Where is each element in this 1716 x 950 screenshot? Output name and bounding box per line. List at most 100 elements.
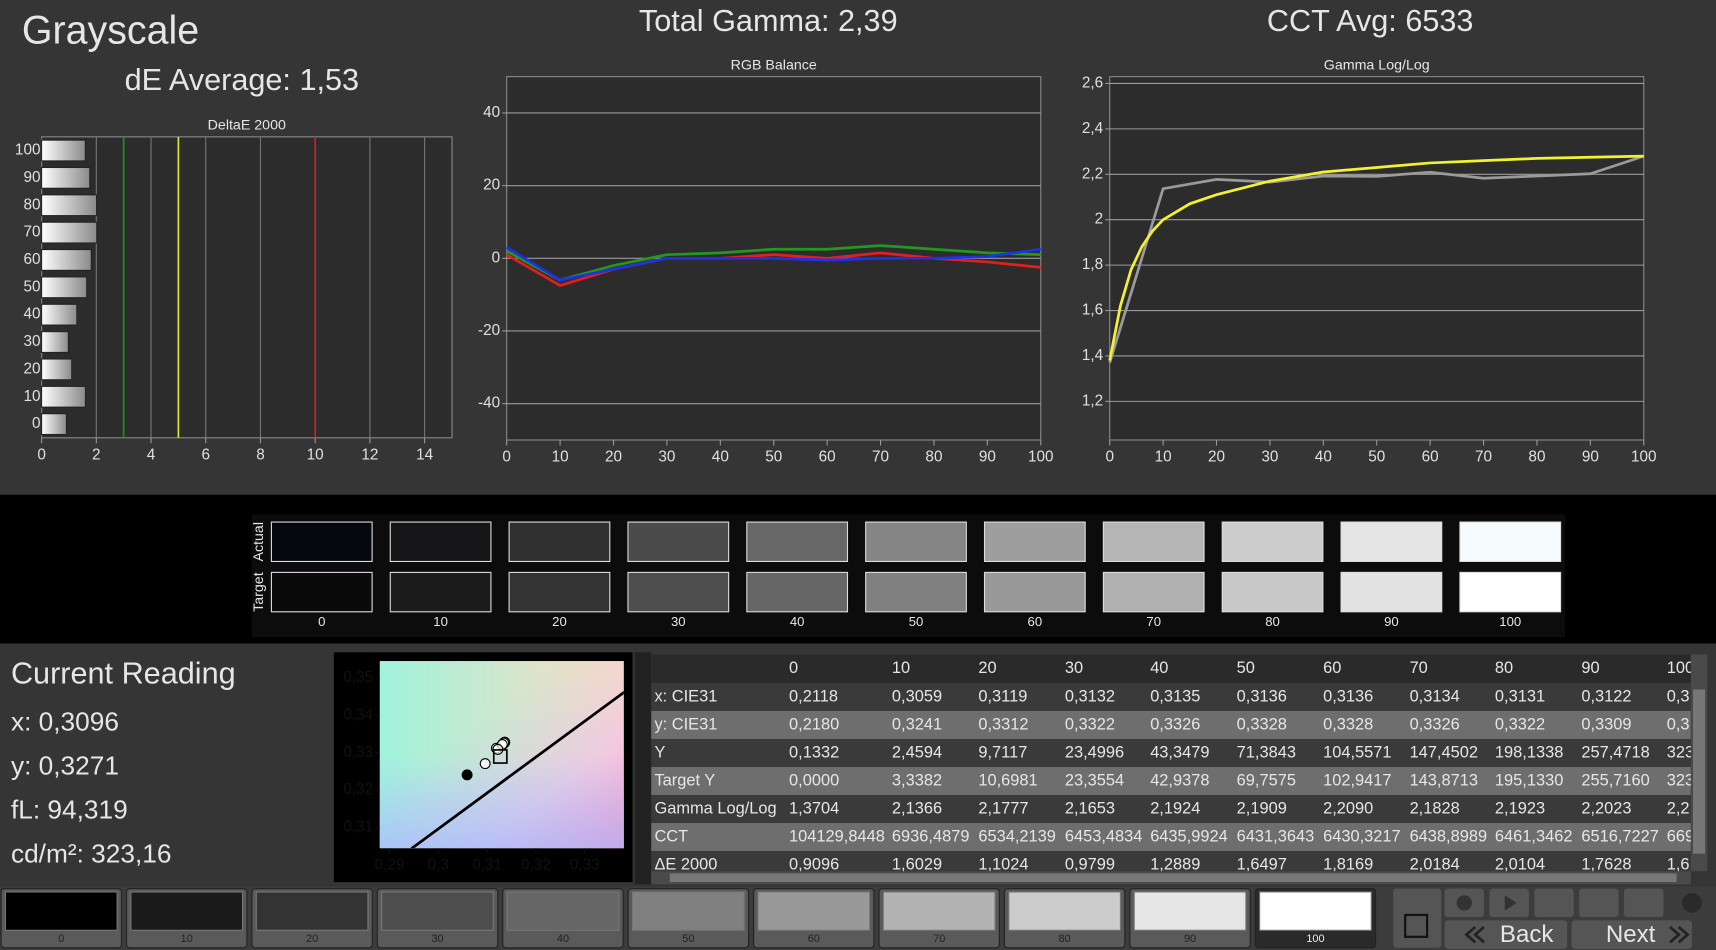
- table-cell: 195,1330: [1495, 772, 1563, 790]
- swatch-color: [1008, 891, 1121, 931]
- table-cell: 0,3136: [1323, 687, 1373, 705]
- icon-button[interactable]: [1534, 888, 1574, 918]
- bar: [41, 166, 91, 189]
- target-swatch: [1102, 571, 1205, 613]
- table-cell: 104,5571: [1323, 744, 1391, 762]
- column-header: 60: [1323, 659, 1341, 677]
- row-label: Target Y: [654, 772, 715, 790]
- swatch-color: [381, 891, 494, 931]
- swatch-button-label: 20: [306, 933, 318, 945]
- bar: [41, 249, 92, 271]
- y-tick-label: 1,8: [1082, 256, 1103, 273]
- icon: [1464, 925, 1485, 944]
- y-tick-label: 0,33: [343, 744, 373, 761]
- x-tick-label: 12: [361, 446, 378, 463]
- category-label: 40: [23, 306, 40, 323]
- x-tick-label: 50: [765, 449, 782, 466]
- swatch-color: [130, 891, 244, 931]
- table-cell: 71,3843: [1237, 744, 1296, 762]
- target-swatch: [508, 571, 611, 613]
- target-swatch: [1221, 571, 1324, 613]
- back-label: Back: [1500, 921, 1554, 948]
- table-cell: 6534,2139: [978, 828, 1056, 846]
- table-cell: 0,2118: [789, 687, 838, 705]
- chart: Gamma Log/Log 0 10 20 30 40 50 60 70 80 90 100 1,2 1,…: [1082, 57, 1657, 465]
- x-tick-label: 80: [925, 449, 942, 466]
- actual-swatch: [1102, 521, 1205, 563]
- page-title: Grayscale: [22, 8, 199, 52]
- series-line: [506, 251, 1041, 288]
- locus-line: [410, 691, 624, 849]
- table-cell: 2,2: [1667, 800, 1690, 818]
- row-label: y: CIE31: [654, 716, 717, 734]
- y-tick-label: -20: [478, 322, 500, 339]
- v-scroll-thumb[interactable]: [1693, 689, 1706, 854]
- category-label: 80: [23, 196, 40, 213]
- column-header: 80: [1495, 659, 1513, 677]
- table-cell: 6516,7227: [1581, 828, 1659, 846]
- icon-button[interactable]: [1624, 888, 1664, 918]
- x-tick-label: 0,29: [375, 857, 405, 874]
- bar: [41, 358, 73, 381]
- chart-title: DeltaE 2000: [208, 118, 286, 134]
- table-cell: 6435,9924: [1150, 828, 1228, 846]
- table-cell: 0,3309: [1581, 716, 1631, 734]
- table-cell: 2,1653: [1065, 800, 1115, 818]
- actual-swatch: [746, 521, 849, 563]
- y-tick-label: 0,31: [343, 819, 373, 836]
- swatch-button-label: 60: [808, 933, 820, 945]
- swatch-label: 50: [909, 614, 924, 629]
- table-cell: 323: [1667, 744, 1694, 762]
- x-tick-label: 14: [416, 446, 434, 463]
- icon-button[interactable]: [1579, 888, 1619, 918]
- reading-line: x: 0,3096: [11, 706, 119, 736]
- plot-area: [41, 136, 453, 439]
- table-cell: 6430,3217: [1323, 828, 1401, 846]
- table-cell: 2,1366: [892, 800, 942, 818]
- table-cell: 2,1777: [978, 800, 1028, 818]
- table-cell: 0,3312: [978, 716, 1028, 734]
- swatch-color: [632, 891, 745, 931]
- table-cell: 2,4594: [892, 744, 942, 762]
- actual-swatch: [1340, 521, 1443, 563]
- table-cell: 6461,3462: [1495, 828, 1573, 846]
- series-line: [1108, 154, 1644, 361]
- table-row: [651, 682, 1691, 711]
- next-button[interactable]: [1571, 920, 1692, 949]
- table-cell: 23,4996: [1065, 744, 1124, 762]
- swatch-button-label: 0: [58, 933, 64, 945]
- x-tick-label: 80: [1528, 449, 1545, 466]
- table-cell: 1,1024: [978, 856, 1028, 874]
- column-header: 10: [892, 659, 910, 677]
- stop-button[interactable]: [1393, 888, 1442, 948]
- row-label: Y: [654, 744, 665, 762]
- bar: [41, 331, 69, 353]
- category-label: 100: [15, 142, 41, 159]
- category-label: 10: [23, 388, 40, 405]
- x-tick-label: 60: [1422, 449, 1439, 466]
- swatch-button-label: 80: [1059, 933, 1071, 945]
- x-tick-label: 20: [1208, 449, 1225, 466]
- table-row: [651, 794, 1691, 824]
- swatch-button-label: 40: [557, 933, 569, 945]
- x-tick-label: 10: [307, 446, 324, 463]
- column-header: 30: [1065, 659, 1083, 677]
- table-cell: 6438,8989: [1410, 828, 1488, 846]
- chart: RGB Balance 0 10 20 30 40 50 60 70 80 90 100 -40 -20 0…: [478, 57, 1054, 465]
- x-tick-label: 6: [201, 446, 210, 463]
- x-tick-label: 100: [1028, 449, 1054, 466]
- icon: [1682, 893, 1702, 913]
- point: [461, 769, 473, 781]
- table-cell: 147,4502: [1410, 744, 1478, 762]
- table-cell: 1,6029: [892, 856, 942, 874]
- swatch-button-label: 90: [1184, 933, 1196, 945]
- x-tick-label: 0: [37, 446, 46, 463]
- x-tick-label: 30: [1261, 449, 1278, 466]
- row-label: Target: [251, 572, 267, 612]
- table-cell: 2,1924: [1150, 800, 1200, 818]
- swatch-color: [255, 891, 369, 931]
- h-scroll-thumb[interactable]: [669, 873, 1677, 883]
- actual-swatch: [508, 521, 611, 563]
- table-cell: 0,3: [1667, 716, 1690, 734]
